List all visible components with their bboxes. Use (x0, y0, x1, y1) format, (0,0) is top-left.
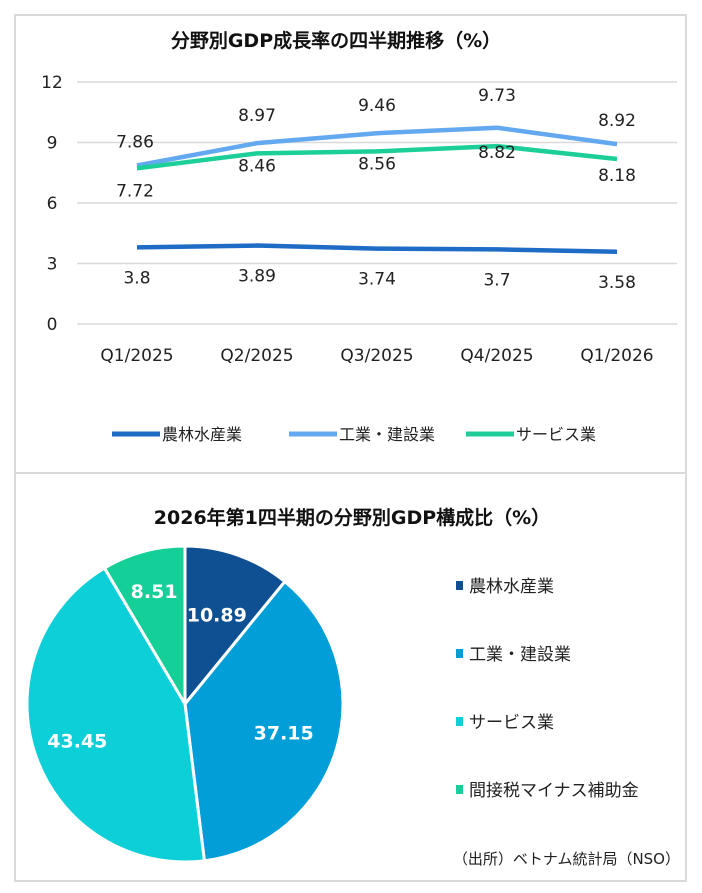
data-label: 9.73 (478, 86, 516, 106)
series-line-1 (136, 125, 618, 168)
data-label: 8.56 (358, 154, 396, 174)
data-label: 8.46 (238, 156, 276, 176)
legend-label: 工業・建設業 (469, 645, 571, 665)
legend-label: 工業・建設業 (339, 425, 435, 444)
data-label: 3.58 (598, 273, 636, 293)
legend-label: 農林水産業 (162, 425, 242, 444)
pie-label: 8.51 (131, 581, 178, 603)
legend-swatch (456, 717, 463, 726)
legend-label: サービス業 (469, 713, 554, 733)
data-label: 3.74 (358, 270, 396, 290)
x-tick-label: Q3/2025 (340, 346, 413, 366)
y-tick-label: 3 (47, 255, 58, 275)
pie-chart: 2026年第1四半期の分野別GDP構成比（%） 10.89 37.15 43.45 8.… (25, 506, 680, 868)
data-label: 3.8 (123, 268, 150, 288)
chart-title: 2026年第1四半期の分野別GDP構成比（%） (154, 506, 550, 529)
data-label: 3.7 (483, 270, 510, 290)
legend-swatch (456, 581, 463, 590)
x-tick-label: Q4/2025 (460, 346, 533, 366)
pie-slice-2 (25, 565, 207, 864)
legend-label: 農林水産業 (469, 577, 554, 597)
line-chart-panel: 分野別GDP成長率の四半期推移（%） 0 3 6 9 12 Q1/2025 Q2/2025 Q3… (14, 14, 687, 474)
legend-swatch (456, 785, 463, 794)
data-label: 7.72 (116, 181, 154, 201)
pie-label: 10.89 (187, 605, 247, 627)
pie-slice-0 (183, 544, 287, 709)
pie-slice-3 (102, 544, 187, 710)
series-line-0 (136, 243, 618, 255)
series-line-2 (136, 143, 618, 171)
data-label: 7.86 (116, 132, 154, 152)
legend-label: サービス業 (516, 425, 596, 444)
data-label: 8.97 (238, 106, 276, 126)
y-tick-label: 9 (47, 134, 58, 154)
y-tick-label: 0 (47, 315, 58, 335)
data-label: 8.18 (598, 166, 636, 186)
x-tick-label: Q1/2026 (580, 346, 653, 366)
data-label: 8.82 (478, 143, 516, 163)
pie-chart-panel: 2026年第1四半期の分野別GDP構成比（%） 10.89 37.15 43.45 8.… (14, 472, 687, 882)
line-chart: 分野別GDP成長率の四半期推移（%） 0 3 6 9 12 Q1/2025 Q2/2025 Q3… (41, 29, 677, 444)
pie-label: 43.45 (47, 731, 107, 753)
pie-label: 37.15 (254, 722, 314, 744)
source-note: （出所）ベトナム統計局（NSO） (453, 850, 680, 868)
legend-swatch (456, 649, 463, 658)
pie-slice-1 (183, 579, 345, 863)
legend-label: 間接税マイナス補助金 (469, 781, 639, 801)
x-tick-label: Q1/2025 (100, 346, 173, 366)
y-tick-label: 6 (47, 194, 58, 214)
chart-title: 分野別GDP成長率の四半期推移（%） (171, 29, 501, 52)
y-tick-label: 12 (41, 73, 63, 93)
data-label: 3.89 (238, 267, 276, 287)
data-label: 9.46 (358, 96, 396, 116)
x-tick-label: Q2/2025 (220, 346, 293, 366)
data-label: 8.92 (598, 111, 636, 131)
